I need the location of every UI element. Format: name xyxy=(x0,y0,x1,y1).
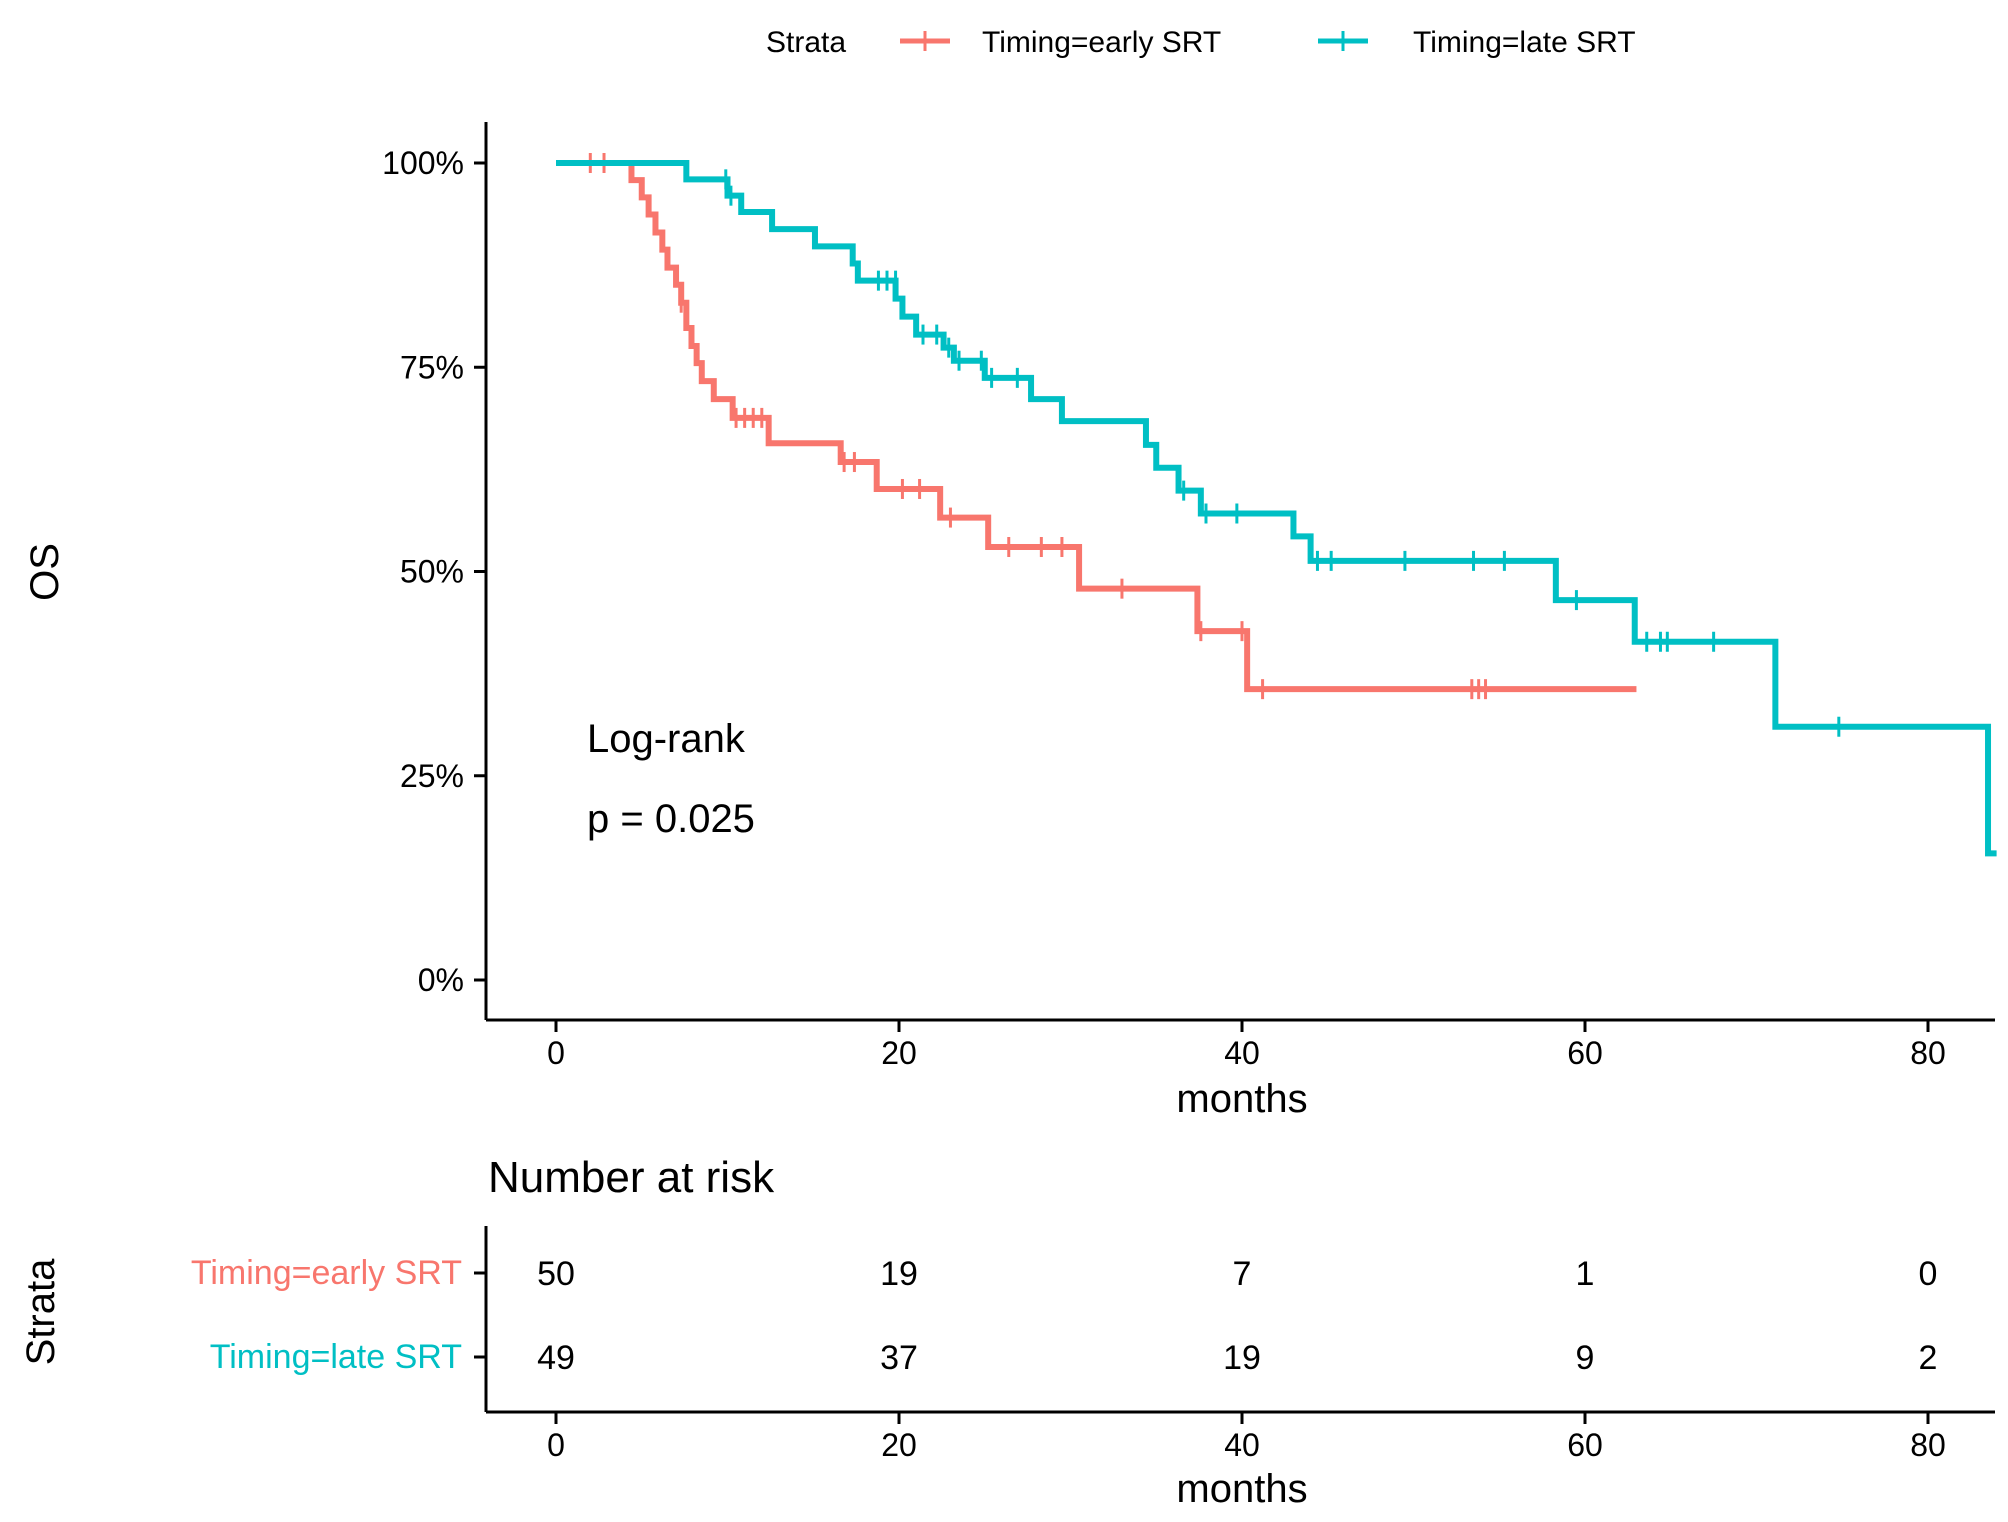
risk-value: 37 xyxy=(880,1339,918,1377)
risk-y-axis-title: Strata xyxy=(19,1258,63,1365)
legend: Strata Timing=early SRT Timing=late SRT xyxy=(766,26,1636,59)
x-tick-label: 80 xyxy=(1910,1427,1946,1463)
legend-entry-late: Timing=late SRT xyxy=(1318,26,1636,59)
risk-value: 49 xyxy=(537,1339,575,1377)
legend-entry-early: Timing=early SRT xyxy=(900,26,1221,59)
y-tick-label: 100% xyxy=(382,145,464,181)
risk-row-label: Timing=early SRT xyxy=(191,1254,462,1292)
risk-value: 2 xyxy=(1919,1339,1938,1377)
risk-value: 50 xyxy=(537,1255,575,1293)
x-tick-label: 40 xyxy=(1224,1427,1260,1463)
x-tick-label: 20 xyxy=(881,1035,917,1071)
x-tick-label: 60 xyxy=(1567,1427,1603,1463)
p-value-label: p = 0.025 xyxy=(587,797,755,841)
risk-rows: Timing=early SRT 50 19 7 1 0 Timing=late SRT 49… xyxy=(191,1254,1938,1377)
risk-x-ticks: 0 20 40 60 80 xyxy=(547,1412,1946,1463)
y-tick-label: 0% xyxy=(418,962,464,998)
y-ticks: 0% 25% 50% 75% 100% xyxy=(382,145,486,998)
y-tick-label: 25% xyxy=(400,758,464,794)
y-tick-label: 50% xyxy=(400,554,464,590)
risk-value: 0 xyxy=(1919,1255,1938,1293)
x-tick-label: 80 xyxy=(1910,1035,1946,1071)
legend-label-late: Timing=late SRT xyxy=(1413,26,1636,59)
y-tick-label: 75% xyxy=(400,349,464,385)
km-curve-early xyxy=(556,160,1637,693)
risk-value: 19 xyxy=(880,1255,918,1293)
risk-value: 19 xyxy=(1223,1339,1261,1377)
x-ticks: 0 20 40 60 80 xyxy=(547,1020,1946,1071)
legend-title: Strata xyxy=(766,26,846,59)
risk-value: 1 xyxy=(1576,1255,1595,1293)
risk-row-label: Timing=late SRT xyxy=(210,1338,462,1376)
y-axis-title: OS xyxy=(23,543,67,601)
risk-x-axis-title: months xyxy=(1176,1467,1307,1511)
x-tick-label: 0 xyxy=(547,1035,565,1071)
survival-curves xyxy=(556,153,1997,857)
risk-table-title: Number at risk xyxy=(488,1153,775,1202)
x-axis-title: months xyxy=(1176,1077,1307,1121)
km-curve-late xyxy=(556,160,1997,857)
x-tick-label: 60 xyxy=(1567,1035,1603,1071)
risk-value: 9 xyxy=(1576,1339,1595,1377)
risk-value: 7 xyxy=(1233,1255,1252,1293)
legend-label-early: Timing=early SRT xyxy=(982,26,1221,59)
x-tick-label: 20 xyxy=(881,1427,917,1463)
x-tick-label: 0 xyxy=(547,1427,565,1463)
logrank-label: Log-rank xyxy=(587,717,746,761)
x-tick-label: 40 xyxy=(1224,1035,1260,1071)
